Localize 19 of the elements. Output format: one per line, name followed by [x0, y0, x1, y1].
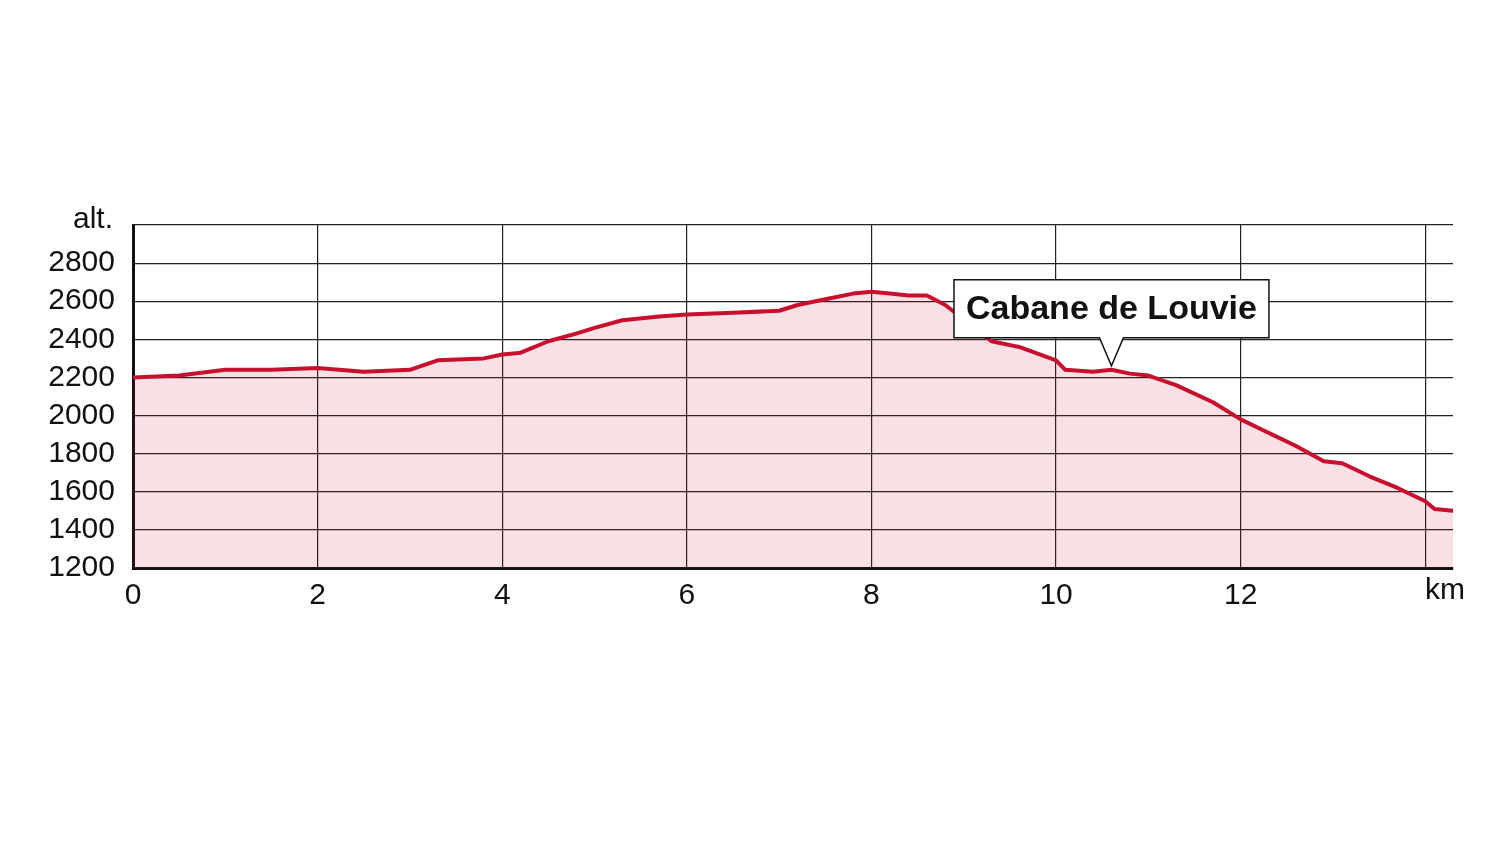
y-axis-title: alt.	[72, 201, 113, 235]
y-tick-label: 1400	[48, 511, 115, 545]
y-tick-label: 2000	[48, 396, 115, 430]
x-tick-label: 6	[678, 577, 696, 611]
y-tick-label: 1800	[48, 434, 115, 468]
x-tick-label: 8	[863, 577, 880, 611]
x-tick-label: 12	[1224, 577, 1258, 611]
y-tick-label: 2800	[48, 244, 115, 278]
y-tick-label: 2400	[48, 320, 115, 354]
x-tick-label: 2	[309, 577, 326, 611]
y-tick-label: 2600	[48, 282, 115, 316]
y-tick-label: 1600	[48, 473, 115, 507]
y-tick-label: 1200	[48, 549, 115, 583]
x-tick-label: 4	[493, 577, 511, 611]
x-axis-title: km	[1425, 572, 1465, 606]
annotation: Cabane de Louvie	[965, 288, 1257, 327]
x-tick-label: 10	[1039, 577, 1073, 611]
x-tick-label: 0	[124, 577, 142, 611]
y-tick-label: 2200	[48, 358, 115, 392]
